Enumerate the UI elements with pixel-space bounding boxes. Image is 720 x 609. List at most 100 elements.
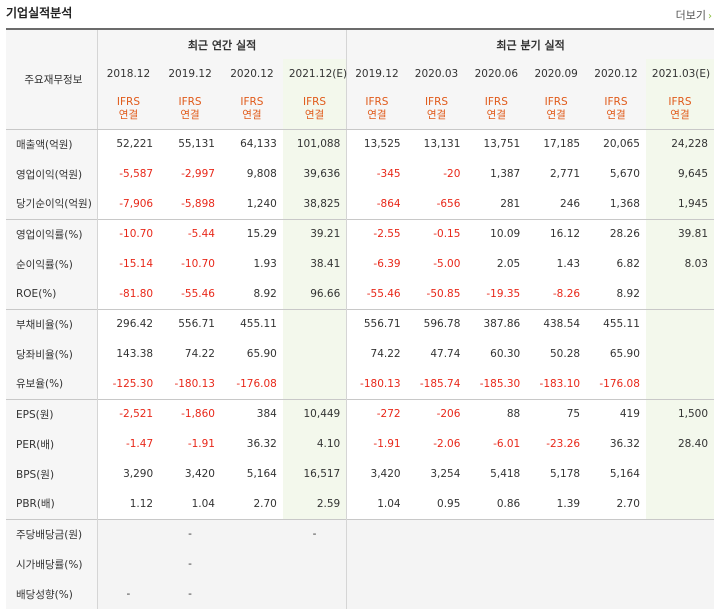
- table-cell: [282, 308, 347, 339]
- quarter-period-header: 2020.12: [586, 59, 646, 89]
- table-row: BPS(원) 3,290 3,420 5,164 16,517 3,420 3,254 5,4…: [6, 459, 714, 489]
- row-label: PBR(배): [6, 489, 98, 519]
- table-cell: 17,185: [543, 138, 581, 151]
- row-label: 당기순이익(억원): [6, 189, 98, 219]
- row-label: EPS(원): [6, 398, 98, 429]
- table-cell: 16,517: [282, 459, 347, 489]
- table-cell: 38.41: [282, 249, 347, 279]
- ifrs-label: IFRS: [178, 95, 202, 108]
- table-cell: -10.70: [181, 258, 215, 270]
- consolidated-label: 연결: [606, 108, 626, 121]
- table-row: 배당성향(%) - -: [6, 579, 714, 609]
- table-cell: -55.46: [346, 279, 407, 309]
- quarter-period-header: 2019.12: [346, 59, 407, 89]
- table-cell: [645, 549, 714, 579]
- table-cell: 88: [466, 398, 527, 429]
- table-row: PER(배) -1.47 -1.91 36.32 4.10 -1.91 -2.06 -6.01…: [6, 429, 714, 459]
- metric-column-header: 주요재무정보: [6, 28, 98, 130]
- table-cell: [526, 549, 587, 579]
- table-cell: 556.71: [346, 308, 407, 339]
- more-link[interactable]: 더보기 ›: [676, 7, 712, 23]
- table-cell: -5.44: [159, 218, 221, 249]
- ifrs-label: IFRS: [116, 95, 140, 108]
- table-cell: -7,906: [119, 197, 154, 210]
- table-cell: 438.54: [526, 308, 587, 339]
- table-cell: -2,521: [97, 398, 160, 429]
- row-label: 부채비율(%): [6, 308, 98, 339]
- ifrs-label: IFRS: [668, 95, 692, 108]
- table-cell: 36.32: [246, 438, 277, 450]
- table-cell: 28.40: [645, 429, 714, 459]
- ifrs-badge: IFRS 연결: [466, 89, 527, 130]
- table-cell: 24,228: [645, 129, 714, 159]
- table-cell: -50.85: [426, 287, 461, 300]
- table-row: 매출액(억원) 52,221 55,131 64,133 101,088 13,525 13…: [6, 129, 714, 159]
- table-cell: 4.10: [282, 429, 347, 459]
- table-cell: -1.91: [187, 438, 215, 450]
- table-cell: 2,771: [550, 168, 581, 180]
- table-cell: -1.91: [346, 429, 407, 459]
- table-cell: 39,636: [282, 159, 347, 189]
- table-row: EPS(원) -2,521 -1,860 384 10,449 -272 -206 88 75 4…: [6, 398, 714, 429]
- quarter-period-header: 2020.06: [466, 59, 527, 89]
- header-group-row: 주요재무정보 최근 연간 실적 최근 분기 실적: [6, 28, 714, 130]
- table-row: 시가배당률(%) -: [6, 549, 714, 579]
- table-cell: 9,808: [246, 168, 277, 180]
- more-label[interactable]: 더보기: [675, 9, 706, 22]
- row-label: 영업이익(억원): [6, 159, 98, 189]
- table-cell: [282, 369, 347, 399]
- table-cell: -656: [436, 197, 461, 210]
- table-cell: 1.43: [556, 258, 581, 270]
- table-cell: 1,387: [490, 168, 521, 180]
- table-cell: 20,065: [603, 138, 640, 151]
- table-cell: -180.13: [174, 377, 215, 390]
- table-cell: 28.26: [586, 218, 646, 249]
- table-cell: [346, 518, 407, 549]
- table-cell: 50.28: [550, 348, 581, 360]
- table-cell: 74.22: [184, 348, 215, 360]
- consolidated-label: 연결: [546, 108, 566, 121]
- table-cell: -: [97, 579, 160, 609]
- table-cell: 296.42: [97, 308, 160, 339]
- table-cell: -2.06: [433, 438, 461, 450]
- financial-table: 주요재무정보 최근 연간 실적 최근 분기 실적 2018.12 2019.12 2020…: [6, 28, 714, 609]
- table-cell: -1,860: [159, 398, 221, 429]
- row-label: 매출액(억원): [6, 129, 98, 159]
- chevron-right-icon: ›: [708, 11, 712, 22]
- table-cell: -272: [346, 398, 407, 429]
- table-cell: [406, 549, 467, 579]
- table-cell: 96.66: [282, 279, 347, 309]
- table-row: 영업이익률(%) -10.70 -5.44 15.29 39.21 -2.55 -0.15 1…: [6, 218, 714, 249]
- table-cell: 281: [500, 197, 521, 210]
- table-cell: [586, 549, 646, 579]
- table-cell: -81.80: [119, 287, 154, 300]
- table-cell: 39.81: [645, 218, 714, 249]
- ifrs-badge: IFRS 연결: [346, 89, 407, 130]
- table-cell: -5.00: [433, 258, 461, 270]
- table-cell: 419: [586, 398, 646, 429]
- table-cell: 36.32: [609, 438, 640, 450]
- quarter-period-header: 2020.09: [526, 59, 587, 89]
- table-cell: 39.21: [282, 218, 347, 249]
- table-cell: -10.70: [97, 218, 160, 249]
- table-cell: -864: [346, 189, 407, 219]
- table-cell: [220, 549, 283, 579]
- table-cell: 1.12: [129, 497, 154, 510]
- table-cell: -185.74: [419, 377, 461, 390]
- consolidated-label: 연결: [242, 108, 262, 121]
- table-cell: 387.86: [466, 308, 527, 339]
- table-cell: 2.70: [253, 497, 277, 510]
- table-cell: 143.38: [116, 348, 154, 360]
- table-cell: 5,418: [490, 468, 521, 480]
- ifrs-label: IFRS: [365, 95, 389, 108]
- table-cell: -23.26: [546, 438, 581, 450]
- table-cell: 8.03: [645, 249, 714, 279]
- table-cell: 0.95: [437, 497, 461, 510]
- ifrs-badge: IFRS 연결: [220, 89, 283, 130]
- table-cell: 5,164: [609, 468, 640, 480]
- table-cell: 3,420: [184, 468, 215, 480]
- table-cell: 1,500: [645, 398, 714, 429]
- table-cell: [282, 339, 347, 369]
- consolidated-label: 연결: [304, 108, 325, 121]
- table-cell: -2.55: [346, 218, 407, 249]
